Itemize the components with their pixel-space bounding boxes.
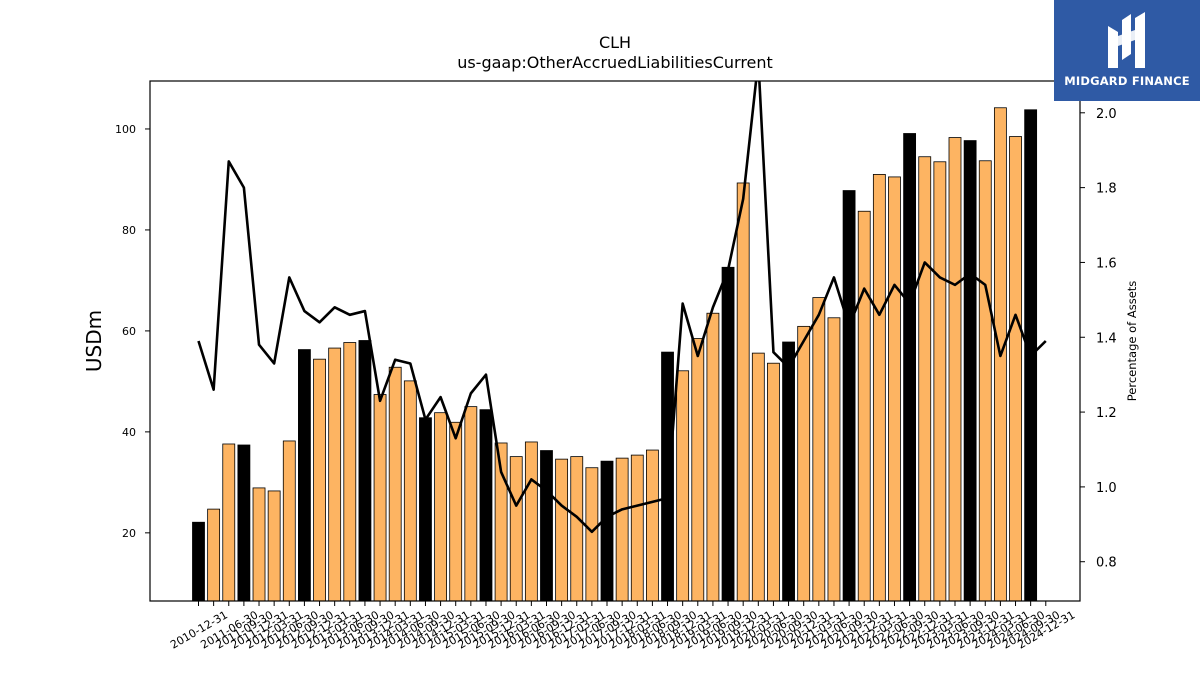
bar	[479, 409, 493, 602]
y-tick-label: 20	[122, 527, 136, 540]
chart-subtitle: us-gaap:OtherAccruedLiabilitiesCurrent	[457, 53, 773, 72]
y2-tick-label: 0.8	[1096, 556, 1117, 571]
bar	[192, 521, 205, 602]
bar	[313, 358, 326, 602]
bar	[842, 190, 856, 602]
y-tick-label: 40	[122, 426, 136, 439]
bar	[509, 456, 523, 602]
bar	[812, 297, 826, 602]
bar	[1009, 136, 1022, 602]
y-axis-label: USDm	[82, 310, 106, 372]
y2-tick-label: 1.0	[1096, 481, 1117, 496]
bar	[676, 370, 690, 602]
plot-frame	[149, 80, 1081, 602]
y2-tick-label: 1.8	[1096, 182, 1117, 197]
y-tick-label: 80	[122, 224, 136, 237]
bar	[691, 338, 705, 602]
bar	[600, 460, 614, 602]
bar	[782, 341, 795, 602]
bar	[222, 443, 236, 602]
bar	[888, 176, 901, 602]
bar	[267, 490, 281, 602]
chart-title: CLH	[599, 33, 631, 52]
bar	[540, 450, 553, 602]
bar	[282, 440, 296, 602]
bar	[343, 342, 357, 602]
bar	[358, 340, 372, 602]
bar	[524, 441, 538, 602]
bar-series	[192, 107, 1038, 602]
bar	[570, 456, 584, 602]
y-tick-label: 100	[115, 123, 136, 136]
bar	[403, 380, 417, 602]
y-tick-label: 60	[122, 325, 136, 338]
midgard-logo-icon	[1108, 12, 1145, 68]
y2-tick-label: 1.2	[1096, 406, 1117, 421]
bar	[373, 394, 387, 602]
bar	[661, 351, 674, 602]
bar	[464, 406, 478, 602]
bar	[736, 182, 750, 602]
y2-tick-label: 1.6	[1096, 256, 1117, 271]
bar	[948, 137, 962, 602]
bar	[237, 444, 251, 602]
bar	[615, 457, 629, 602]
bar	[933, 161, 947, 602]
bar	[963, 140, 977, 602]
bar	[252, 487, 266, 602]
bar	[797, 325, 811, 602]
bar	[630, 454, 644, 602]
percentage-line-series	[197, 81, 1047, 534]
bar	[978, 160, 992, 602]
bar	[918, 156, 932, 602]
bar	[585, 467, 599, 602]
y2-tick-label: 1.4	[1096, 331, 1117, 346]
bar	[434, 412, 447, 602]
bar	[419, 417, 432, 602]
bar	[555, 458, 569, 602]
y2-axis-label: Percentage of Assets	[1125, 281, 1139, 402]
percentage-line	[197, 81, 1047, 534]
y2-axis-ticks: 0.8 1.0 1.2 1.4 1.6 1.8 2.0	[1080, 107, 1117, 571]
brand-logo: MIDGARD FINANCE	[1054, 0, 1200, 101]
y2-tick-label: 2.0	[1096, 107, 1117, 122]
bar	[827, 317, 841, 602]
bar	[298, 349, 311, 602]
bar	[207, 508, 221, 602]
bar	[328, 347, 342, 602]
bar	[388, 366, 402, 602]
bar	[872, 173, 886, 602]
bar	[903, 133, 917, 602]
bar	[449, 421, 463, 602]
logo-text: MIDGARD FINANCE	[1064, 74, 1190, 88]
y-axis-ticks: 20 40 60 80 100	[115, 123, 150, 540]
bar	[751, 352, 765, 602]
bar	[706, 312, 720, 602]
bar	[767, 362, 780, 602]
bar	[857, 210, 871, 602]
x-axis-ticks: 2010-12-312011-06-302011-09-302011-12-31…	[168, 601, 1077, 652]
bar	[646, 449, 659, 602]
bar	[721, 266, 735, 602]
